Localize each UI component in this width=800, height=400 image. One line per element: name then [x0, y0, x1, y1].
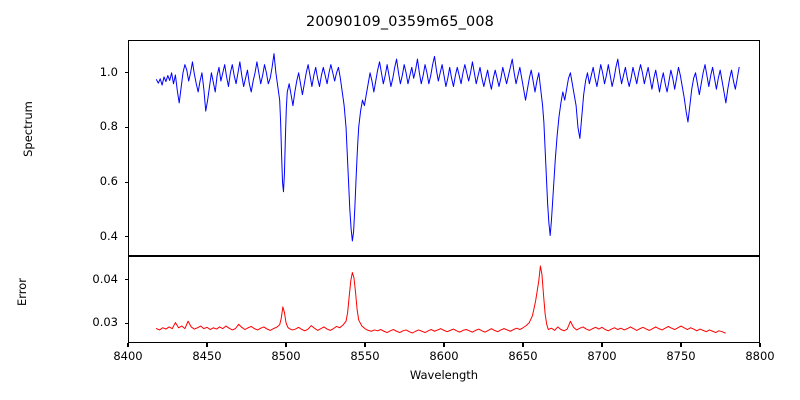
x-axis-tick-mark	[443, 343, 445, 347]
x-axis-tick-mark	[364, 343, 366, 347]
error-ytick-mark	[124, 322, 128, 324]
x-axis-tick-label: 8400	[113, 349, 143, 363]
spectrum-y-axis-label: Spectrum	[21, 101, 35, 157]
spectrum-ytick-mark	[124, 126, 128, 129]
x-axis-tick-label: 8500	[271, 349, 301, 363]
x-axis-tick-label: 8800	[745, 349, 775, 363]
x-axis-tick-mark	[601, 343, 603, 347]
x-axis-tick-label: 8650	[508, 349, 538, 363]
spectrum-line	[155, 53, 740, 242]
spectrum-plot-frame	[128, 40, 760, 256]
error-ytick-label: 0.03	[92, 315, 118, 330]
spectrum-ytick-mark	[124, 72, 128, 74]
error-plot-frame	[128, 256, 760, 343]
x-axis-tick-mark	[759, 343, 761, 347]
spectrum-ytick-label: 0.6	[99, 174, 118, 189]
x-axis-tick-mark	[680, 343, 682, 347]
x-axis-tick-mark	[127, 343, 129, 347]
error-ytick-label: 0.04	[92, 271, 118, 286]
error-ytick-mark	[124, 279, 128, 281]
x-axis-tick-label: 8450	[192, 349, 222, 363]
spectrum-ytick-label: 1.0	[99, 64, 118, 79]
x-axis-tick-mark	[522, 343, 524, 347]
x-axis-tick-mark	[285, 343, 287, 347]
x-axis-tick-label: 8550	[350, 349, 380, 363]
error-y-axis-label: Error	[15, 277, 29, 307]
spectrum-ytick-label: 0.4	[99, 228, 118, 243]
error-series-svg	[155, 265, 726, 334]
spectrum-ytick-mark	[124, 181, 128, 183]
spectrum-ytick-mark	[124, 236, 128, 238]
spectrum-ytick-label: 0.8	[99, 119, 118, 134]
chart-title: 20090109_0359m65_008	[305, 14, 495, 30]
x-axis-label: Wavelength	[409, 368, 479, 382]
spectrum-series-svg	[155, 53, 740, 242]
x-axis-tick-mark	[206, 343, 208, 347]
x-axis-tick-label: 8600	[429, 349, 459, 363]
x-axis-tick-label: 8750	[666, 349, 696, 363]
error-line	[155, 265, 726, 334]
x-axis-tick-label: 8700	[587, 349, 617, 363]
